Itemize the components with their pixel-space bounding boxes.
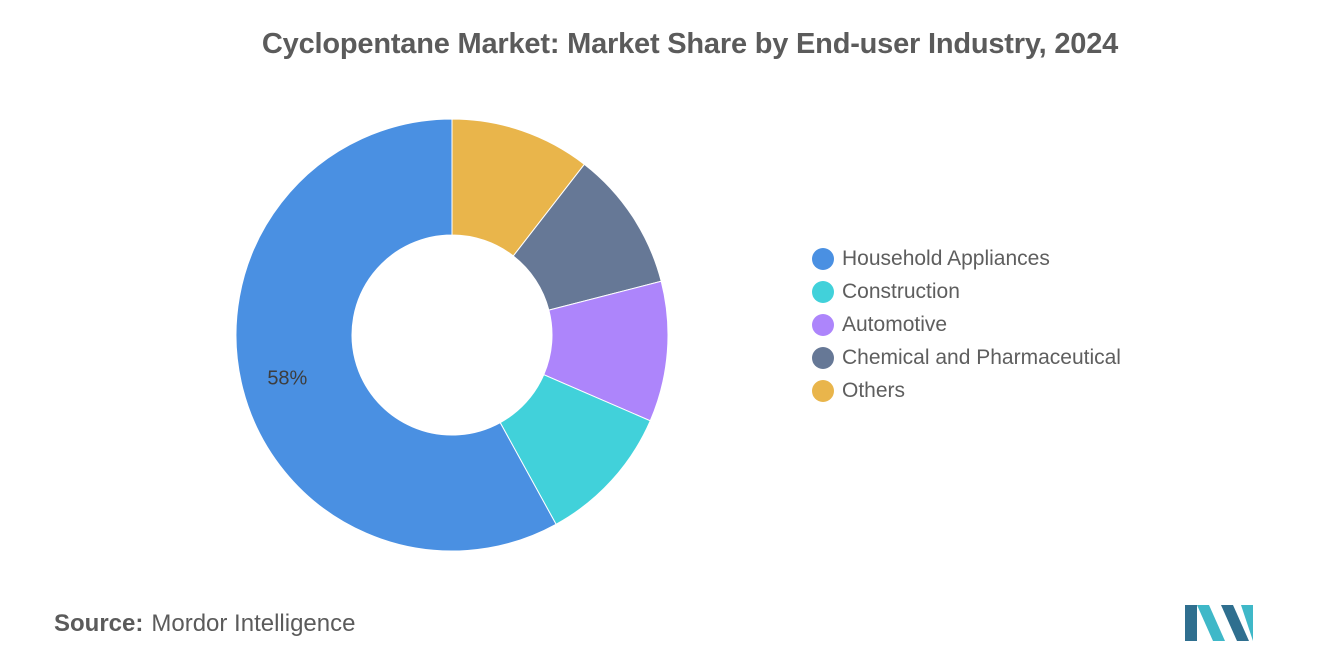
- source-note: Source: Mordor Intelligence: [54, 610, 355, 638]
- legend-item-automotive: Automotive: [812, 308, 1121, 341]
- chart-legend: Household Appliances Construction Automo…: [812, 242, 1121, 407]
- legend-item-household-appliances: Household Appliances: [812, 242, 1121, 275]
- logo-shape-mid: [1197, 605, 1225, 641]
- slice-household-appliances: [235, 118, 557, 552]
- legend-swatch: [812, 379, 834, 402]
- logo-shape-tail: [1241, 605, 1253, 641]
- source-value: Mordor Intelligence: [151, 610, 356, 637]
- legend-label: Chemical and Pharmaceutical: [842, 345, 1121, 369]
- legend-item-others: Others: [812, 374, 1121, 407]
- source-key: Source:: [54, 610, 144, 637]
- legend-item-construction: Construction: [812, 275, 1121, 308]
- legend-label: Others: [842, 378, 906, 402]
- donut-chart: 58%: [235, 118, 669, 552]
- chart-title: Cyclopentane Market: Market Share by End…: [261, 28, 1119, 60]
- legend-swatch: [812, 346, 834, 369]
- legend-label: Household Appliances: [842, 246, 1050, 270]
- data-label-household-appliances: 58%: [267, 367, 307, 389]
- mordor-intelligence-logo-icon: [1185, 605, 1253, 641]
- logo-shape-left: [1185, 605, 1197, 641]
- legend-label: Automotive: [842, 312, 948, 336]
- logo-shape-right: [1221, 605, 1249, 641]
- legend-label: Construction: [842, 279, 960, 303]
- legend-swatch: [812, 313, 834, 336]
- legend-item-chemical-and-pharmaceutical: Chemical and Pharmaceutical: [812, 341, 1121, 374]
- legend-swatch: [812, 280, 834, 303]
- legend-swatch: [812, 247, 834, 270]
